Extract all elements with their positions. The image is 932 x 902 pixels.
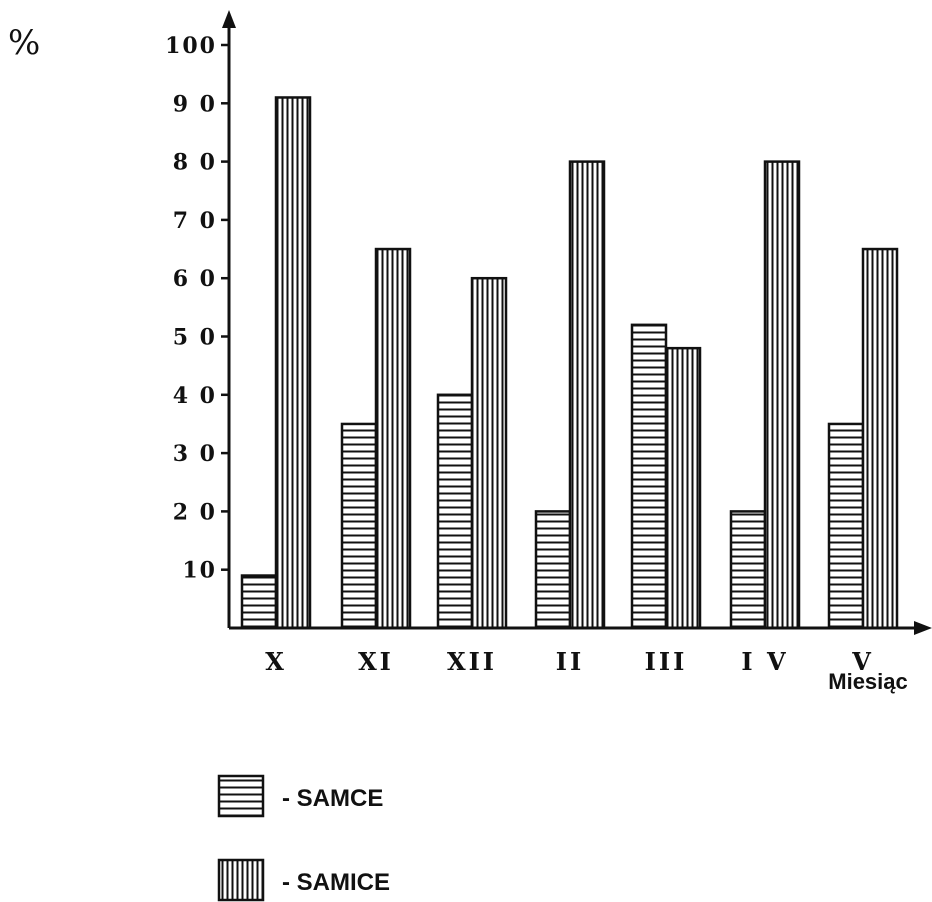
- x-tick-label: III: [645, 647, 688, 676]
- y-tick-label: 4 0: [173, 383, 217, 409]
- bar-samice-6: [861, 247, 899, 630]
- y-tick-label: 7 0: [173, 208, 217, 234]
- y-tick-label: 9 0: [173, 91, 217, 117]
- x-tick-label: I V: [741, 647, 788, 676]
- y-tick-label: 3 0: [173, 441, 217, 467]
- x-tick-label: II: [556, 647, 584, 676]
- x-tick-label: V: [851, 647, 874, 676]
- unit-label: %: [8, 23, 40, 63]
- bar-samce-4: [630, 323, 668, 630]
- y-axis-arrow: [222, 10, 236, 28]
- bar-samce-1: [340, 422, 378, 630]
- bar-samce-2: [436, 393, 474, 630]
- y-tick-label: 2 0: [173, 499, 217, 525]
- y-tick-label: 8 0: [173, 150, 217, 176]
- legend-label-samice: - SAMICE: [282, 869, 390, 896]
- x-tick-label: XI: [358, 647, 394, 676]
- legend-swatch-samce: [217, 774, 265, 818]
- legend-swatch-samice: [217, 858, 265, 902]
- y-tick-label: 10: [182, 558, 217, 584]
- bar-samce-5: [729, 510, 767, 630]
- bar-samice-4: [664, 346, 702, 630]
- y-tick-label: 5 0: [173, 325, 217, 351]
- bar-samice-3: [568, 160, 606, 630]
- bar-samice-2: [470, 276, 508, 630]
- x-tick-label: X: [265, 647, 287, 676]
- bar-samice-0: [274, 96, 312, 630]
- y-ticks-group: 10 2 0 3 0 4 0 5 0 6 0 7 0 8 0 9 0 100: [165, 33, 229, 584]
- bar-samce-3: [534, 510, 572, 630]
- y-tick-label: 100: [165, 33, 217, 59]
- x-tick-label: XII: [447, 647, 497, 676]
- x-axis-title: Miesiąc: [828, 669, 908, 694]
- legend: - SAMCE - SAMICE: [217, 774, 390, 902]
- bar-samice-1: [374, 247, 412, 630]
- bars-group: [240, 96, 899, 630]
- legend-label-samce: - SAMCE: [282, 785, 383, 812]
- bar-samce-6: [827, 422, 865, 630]
- bar-samce-0: [240, 574, 278, 630]
- axes: [222, 10, 932, 635]
- y-tick-label: 6 0: [173, 266, 217, 292]
- bar-samice-5: [763, 160, 801, 630]
- x-axis-arrow: [914, 621, 932, 635]
